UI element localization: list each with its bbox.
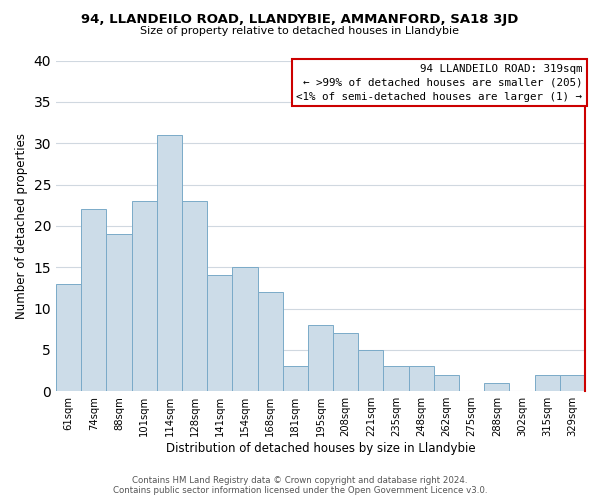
- Bar: [182, 201, 207, 391]
- Bar: [207, 276, 232, 391]
- Bar: [409, 366, 434, 391]
- Bar: [56, 284, 81, 391]
- Bar: [308, 325, 333, 391]
- Bar: [383, 366, 409, 391]
- Text: Contains HM Land Registry data © Crown copyright and database right 2024.
Contai: Contains HM Land Registry data © Crown c…: [113, 476, 487, 495]
- X-axis label: Distribution of detached houses by size in Llandybie: Distribution of detached houses by size …: [166, 442, 475, 455]
- Bar: [131, 201, 157, 391]
- Bar: [232, 267, 257, 391]
- Text: Size of property relative to detached houses in Llandybie: Size of property relative to detached ho…: [140, 26, 460, 36]
- Bar: [106, 234, 131, 391]
- Bar: [560, 374, 585, 391]
- Bar: [358, 350, 383, 391]
- Bar: [535, 374, 560, 391]
- Bar: [157, 135, 182, 391]
- Text: 94 LLANDEILO ROAD: 319sqm
← >99% of detached houses are smaller (205)
<1% of sem: 94 LLANDEILO ROAD: 319sqm ← >99% of deta…: [296, 64, 583, 102]
- Y-axis label: Number of detached properties: Number of detached properties: [15, 133, 28, 319]
- Bar: [283, 366, 308, 391]
- Bar: [333, 334, 358, 391]
- Text: 94, LLANDEILO ROAD, LLANDYBIE, AMMANFORD, SA18 3JD: 94, LLANDEILO ROAD, LLANDYBIE, AMMANFORD…: [82, 12, 518, 26]
- Bar: [434, 374, 459, 391]
- Bar: [257, 292, 283, 391]
- Bar: [484, 383, 509, 391]
- Bar: [81, 210, 106, 391]
